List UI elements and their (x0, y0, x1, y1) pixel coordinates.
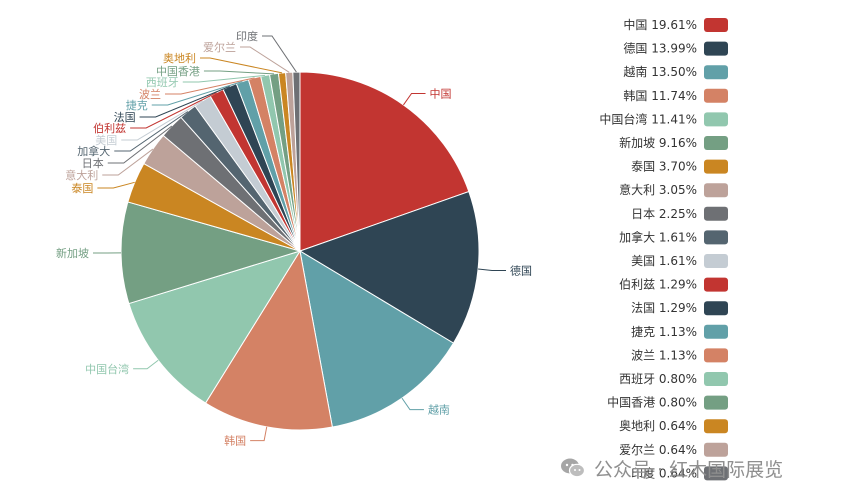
watermark-text: 公众号 · 红木国际展览 (594, 458, 784, 481)
legend-item-18: 奥地利 0.64% (619, 419, 697, 433)
pie-slice-4 (204, 249, 333, 431)
legend-swatch-5 (704, 112, 728, 127)
pie-slice-3 (299, 250, 455, 428)
legend-swatch-1 (704, 18, 728, 32)
slice-label-18: 奥地利 (163, 51, 196, 65)
legend-item-20: 印度 0.64% (631, 465, 697, 480)
slice-label-13: 法国 (114, 110, 136, 124)
label-line-12 (130, 92, 217, 129)
legend-item-2: 德国 13.99% (623, 41, 697, 56)
label-line-13 (139, 85, 230, 118)
legend-item-8: 意大利 3.05% (619, 182, 697, 197)
legend-item-5: 中国台湾 11.41% (599, 111, 697, 126)
legend-swatch-10 (704, 230, 728, 245)
slice-label-14: 捷克 (126, 98, 148, 112)
slice-label-15: 波兰 (139, 88, 161, 101)
slice-label-12: 伯利兹 (93, 121, 126, 135)
slice-label-4: 韩国 (224, 434, 246, 448)
label-line-16 (182, 74, 266, 83)
legend-swatch-15 (704, 348, 728, 363)
slice-label-5: 中国台湾 (85, 362, 129, 376)
legend-swatch-3 (704, 65, 728, 80)
legend-swatch-8 (704, 183, 728, 198)
legend-swatch-2 (704, 41, 728, 56)
slice-label-10: 加拿大 (77, 144, 110, 158)
label-line-4 (250, 426, 268, 442)
label-line-1 (403, 92, 426, 106)
legend-item-6: 新加坡 9.16% (619, 135, 697, 150)
legend-item-16: 西班牙 0.80% (619, 372, 697, 386)
slice-label-17: 中国香港 (156, 65, 200, 78)
label-line-17 (203, 70, 275, 75)
label-line-10 (114, 111, 189, 152)
slice-label-11: 美国 (95, 134, 117, 147)
slice-label-3: 越南 (428, 403, 450, 417)
legend-swatch-4 (704, 88, 728, 103)
legend-item-7: 泰国 3.70% (631, 160, 697, 174)
slice-label-9: 日本 (82, 156, 104, 170)
slice-label-2: 德国 (510, 263, 532, 277)
legend-item-13: 法国 1.29% (631, 301, 697, 315)
legend-item-17: 中国香港 0.80% (607, 395, 697, 410)
wechat-icon (561, 458, 586, 478)
legend-item-4: 韩国 11.74% (623, 88, 697, 103)
label-line-9 (107, 125, 173, 164)
label-line-15 (165, 77, 255, 95)
legend-swatch-7 (704, 159, 728, 174)
legend-swatch-12 (704, 277, 728, 292)
legend-swatch-20 (704, 466, 728, 481)
legend-item-15: 波兰 1.13% (631, 348, 697, 362)
label-line-7 (97, 181, 135, 189)
label-line-8 (102, 148, 154, 176)
pie-slice-2 (298, 190, 480, 344)
legend-swatch-14 (704, 324, 728, 339)
label-line-5 (133, 359, 159, 370)
pie-slices (120, 71, 480, 431)
slice-label-16: 西班牙 (146, 76, 179, 89)
legend-item-14: 捷克 1.13% (631, 325, 697, 339)
legend-swatch-19 (704, 442, 728, 457)
legend-item-1: 中国 19.61% (623, 17, 697, 32)
label-line-19 (240, 46, 290, 73)
legend-item-11: 美国 1.61% (631, 254, 697, 268)
legend: 中国 19.61% 德国 13.99% 越南 13.50% 韩国 11.74% 中国台湾… (599, 17, 728, 481)
legend-swatch-9 (704, 206, 728, 221)
legend-item-12: 伯利兹 1.29% (619, 277, 697, 292)
legend-swatch-16 (704, 372, 728, 386)
slice-label-8: 意大利 (65, 168, 98, 182)
label-line-11 (121, 100, 203, 141)
legend-swatch-6 (704, 136, 728, 150)
legend-swatch-11 (704, 254, 728, 268)
legend-item-9: 日本 2.25% (631, 207, 697, 221)
slice-label-1: 中国 (430, 87, 452, 100)
legend-swatch-18 (704, 419, 728, 434)
label-line-14 (151, 81, 243, 106)
legend-swatch-17 (704, 395, 728, 410)
label-line-18 (200, 57, 283, 74)
slice-label-7: 泰国 (71, 181, 93, 195)
label-line-20 (262, 35, 297, 73)
label-line-2 (478, 268, 507, 271)
legend-swatch-13 (704, 301, 728, 316)
watermark: 公众号 · 红木国际展览 (560, 450, 783, 486)
slice-label-19: 爱尔兰 (203, 41, 236, 54)
slice-label-6: 新加坡 (56, 246, 89, 260)
legend-item-19: 爱尔兰 0.64% (619, 442, 697, 457)
label-line-3 (401, 397, 424, 411)
legend-item-3: 越南 13.50% (623, 64, 697, 79)
pie-slice-5 (128, 250, 302, 404)
slice-label-20: 印度 (236, 29, 258, 43)
legend-item-10: 加拿大 1.61% (619, 229, 697, 244)
